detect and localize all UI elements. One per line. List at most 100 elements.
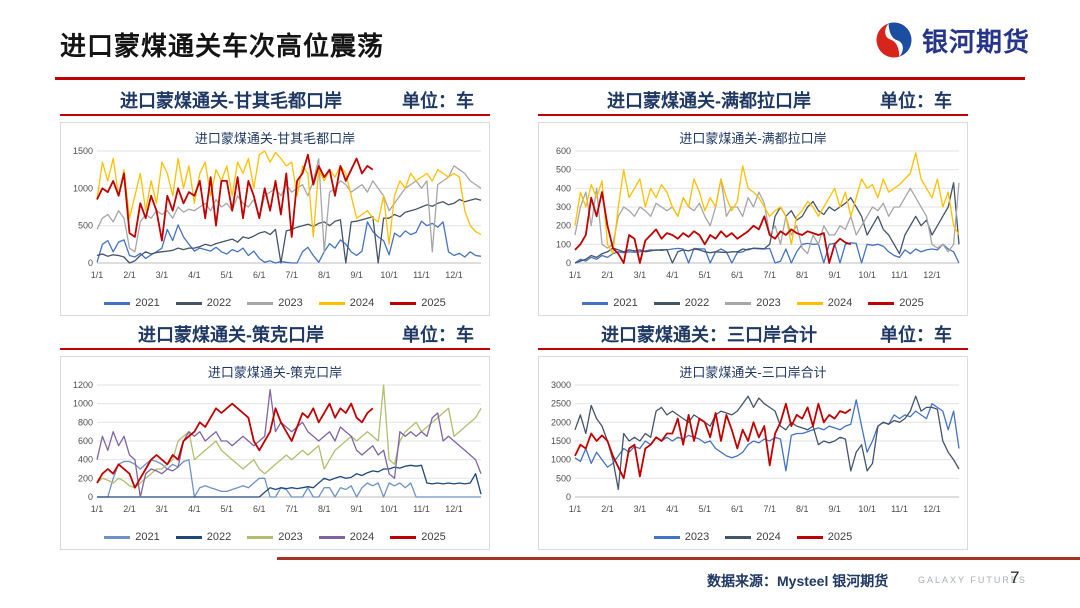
legend-swatch — [725, 535, 752, 539]
svg-text:0: 0 — [88, 258, 93, 268]
legend-label: 2021 — [613, 297, 638, 309]
legend-label: 2021 — [135, 531, 160, 543]
legend-item: 2025 — [796, 531, 852, 543]
svg-text:500: 500 — [556, 473, 571, 483]
unit-label: 单位：车 — [880, 91, 952, 111]
chart-panel-mandula: 进口蒙煤通关-满都拉口岸 单位：车 进口蒙煤通关-满都拉口岸 0 100 200 30… — [538, 88, 968, 316]
chart-panel-ganqimaodu: 进口蒙煤通关-甘其毛都口岸 单位：车 进口蒙煤通关-甘其毛都口岸 0 500 100… — [60, 88, 490, 316]
svg-text:7/1: 7/1 — [285, 504, 298, 514]
chart-legend: 2021 2022 2023 2024 2025 — [539, 291, 967, 315]
svg-text:4/1: 4/1 — [666, 270, 679, 280]
chart-box: 进口蒙煤通关-三口岸合计 0 500 1000 1500 2000 2500 3000 1/1… — [538, 356, 968, 550]
svg-text:4/1: 4/1 — [188, 504, 201, 514]
panel-title: 进口蒙煤通关-策克口岸 — [138, 325, 324, 345]
chart-title: 进口蒙煤通关-满都拉口岸 — [679, 131, 827, 146]
legend-item: 2024 — [796, 297, 852, 309]
legend-item: 2025 — [390, 297, 446, 309]
svg-text:500: 500 — [78, 221, 93, 231]
svg-text:6/1: 6/1 — [731, 270, 744, 280]
svg-text:9/1: 9/1 — [350, 504, 363, 514]
svg-text:1/1: 1/1 — [91, 504, 104, 514]
legend-item: 2022 — [175, 531, 232, 543]
panel-header: 进口蒙煤通关-满都拉口岸 单位：车 — [538, 88, 968, 112]
svg-text:11/1: 11/1 — [891, 270, 908, 280]
galaxy-swirl-icon — [876, 22, 912, 58]
svg-text:3/1: 3/1 — [156, 504, 169, 514]
svg-text:1500: 1500 — [73, 146, 93, 156]
svg-text:1000: 1000 — [73, 399, 93, 409]
panel-title: 进口蒙煤通关：三口岸合计 — [601, 325, 817, 345]
chart-legend: 2023 2024 2025 — [539, 525, 967, 549]
legend-item: 2025 — [390, 531, 446, 543]
svg-text:3/1: 3/1 — [156, 270, 169, 280]
legend-swatch — [175, 301, 202, 305]
svg-text:11/1: 11/1 — [413, 504, 430, 514]
svg-text:500: 500 — [556, 165, 571, 175]
legend-swatch — [175, 535, 202, 539]
panel-header: 进口蒙煤通关：三口岸合计 单位：车 — [538, 322, 968, 346]
svg-text:8/1: 8/1 — [796, 270, 809, 280]
legend-label: 2023 — [278, 531, 303, 543]
svg-text:1/1: 1/1 — [569, 270, 582, 280]
svg-text:9/1: 9/1 — [828, 270, 841, 280]
svg-text:3/1: 3/1 — [634, 504, 647, 514]
svg-text:200: 200 — [78, 473, 93, 483]
svg-text:9/1: 9/1 — [828, 504, 841, 514]
chart-title: 进口蒙煤通关-策克口岸 — [207, 365, 343, 380]
chart-title: 进口蒙煤通关-三口岸合计 — [679, 365, 827, 380]
chart-panel-ceke: 进口蒙煤通关-策克口岸 单位：车 进口蒙煤通关-策克口岸 0 200 400 600 8… — [60, 322, 490, 550]
legend-label: 2023 — [684, 531, 710, 543]
svg-text:600: 600 — [556, 146, 571, 156]
legend-label: 2022 — [206, 297, 232, 309]
svg-text:5/1: 5/1 — [221, 504, 234, 514]
svg-text:5/1: 5/1 — [221, 270, 234, 280]
legend-swatch — [725, 301, 752, 305]
svg-text:2000: 2000 — [551, 417, 571, 427]
chart-canvas: 0 200 400 600 800 1000 1200 1/1 2/1 3/1 4/1 5/1 6/1 7… — [73, 380, 482, 514]
unit-label: 单位：车 — [880, 325, 952, 345]
svg-text:4/1: 4/1 — [188, 270, 201, 280]
svg-text:100: 100 — [556, 239, 571, 249]
legend-label: 2024 — [756, 531, 781, 543]
legend-item: 2021 — [582, 297, 638, 309]
svg-text:6/1: 6/1 — [253, 504, 266, 514]
data-source: 数据来源：Mysteel 银河期货 — [707, 573, 889, 589]
svg-text:6/1: 6/1 — [253, 270, 266, 280]
svg-text:10/1: 10/1 — [380, 270, 398, 280]
legend-label: 2022 — [206, 531, 232, 543]
svg-text:1/1: 1/1 — [569, 504, 582, 514]
footer-rule — [277, 557, 1080, 560]
svg-text:7/1: 7/1 — [763, 504, 776, 514]
svg-text:2/1: 2/1 — [601, 504, 614, 514]
legend-item: 2024 — [318, 297, 374, 309]
svg-text:12/1: 12/1 — [445, 504, 463, 514]
legend-swatch — [104, 535, 131, 539]
svg-text:5/1: 5/1 — [699, 504, 712, 514]
legend-item: 2025 — [868, 297, 924, 309]
svg-text:10/1: 10/1 — [858, 504, 876, 514]
legend-label: 2023 — [756, 297, 781, 309]
company-name: 银河期货 — [921, 26, 1030, 57]
svg-text:1/1: 1/1 — [91, 270, 104, 280]
legend-swatch — [318, 535, 345, 539]
legend-label: 2024 — [349, 531, 375, 543]
unit-label: 单位：车 — [402, 325, 474, 345]
svg-text:2/1: 2/1 — [123, 270, 136, 280]
svg-text:2/1: 2/1 — [123, 504, 136, 514]
legend-label: 2025 — [899, 297, 924, 309]
panel-header: 进口蒙煤通关-甘其毛都口岸 单位：车 — [60, 88, 490, 112]
legend-label: 2021 — [135, 297, 160, 309]
svg-text:1500: 1500 — [551, 436, 571, 446]
svg-text:4/1: 4/1 — [666, 504, 679, 514]
page-title: 进口蒙煤通关车次高位震荡 — [60, 31, 385, 61]
svg-text:12/1: 12/1 — [923, 270, 941, 280]
svg-text:0: 0 — [566, 258, 571, 268]
panel-header: 进口蒙煤通关-策克口岸 单位：车 — [60, 322, 490, 346]
legend-item: 2023 — [725, 297, 781, 309]
svg-text:8/1: 8/1 — [796, 504, 809, 514]
svg-text:200: 200 — [556, 221, 571, 231]
unit-label: 单位：车 — [402, 91, 474, 111]
chart-canvas: 0 500 1000 1500 1/1 2/1 3/1 4/1 5/1 6/1 7/1 8/1 9/1 1… — [73, 146, 482, 280]
legend-swatch — [390, 301, 417, 305]
panel-underline — [538, 348, 968, 350]
